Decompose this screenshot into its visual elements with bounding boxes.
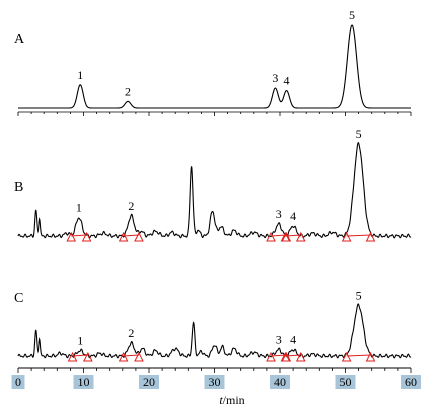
integration-marker-B-2-start bbox=[118, 231, 129, 242]
panel-label-C: C bbox=[14, 291, 23, 306]
peak-label-C-1: 1 bbox=[77, 333, 83, 347]
x-tick-label-10: 10 bbox=[78, 375, 90, 389]
integration-marker-B-2-end bbox=[134, 231, 144, 242]
integration-marker-B-1-end bbox=[81, 231, 92, 242]
x-tick-label-50: 50 bbox=[340, 375, 352, 389]
x-tick-highlight-30 bbox=[204, 375, 225, 389]
peak-label-B-5: 5 bbox=[356, 127, 362, 141]
x-tick-label-60: 60 bbox=[405, 375, 417, 389]
peak-label-C-4: 4 bbox=[290, 333, 296, 347]
integration-marker-C-4-start bbox=[280, 351, 291, 362]
peak-label-A-2: 2 bbox=[125, 84, 131, 98]
integration-baseline-C-5 bbox=[346, 354, 371, 357]
integration-marker-C-2-end bbox=[134, 351, 144, 362]
panel-C: C 1 2 3 4 5 bbox=[14, 288, 412, 362]
peak-label-A-1: 1 bbox=[77, 68, 83, 82]
integration-marker-B-4-end bbox=[295, 231, 306, 242]
x-tick-label-30: 30 bbox=[209, 375, 221, 389]
integration-baseline-C-4 bbox=[285, 354, 301, 357]
integration-marker-B-5-start bbox=[341, 231, 352, 242]
integration-marker-C-4-end bbox=[295, 351, 306, 362]
x-tick-label-0: 0 bbox=[15, 375, 21, 389]
integration-marker-C-1-start bbox=[67, 351, 78, 362]
integration-marker-B-3-start bbox=[266, 231, 276, 242]
peak-label-C-3: 3 bbox=[276, 333, 282, 347]
peak-label-C-5: 5 bbox=[356, 288, 362, 302]
trace-A bbox=[18, 24, 411, 109]
x-axis-title-variable: t bbox=[219, 393, 223, 407]
x-tick-label-40: 40 bbox=[274, 375, 286, 389]
peak-label-C-2: 2 bbox=[128, 326, 134, 340]
integration-baseline-C-2 bbox=[123, 354, 140, 357]
integration-baseline-B-1 bbox=[71, 234, 87, 237]
x-axis: 0 10 20 30 40 50 60 bbox=[11, 367, 421, 389]
x-tick-highlight-20 bbox=[139, 375, 159, 389]
x-tick-highlight-50 bbox=[335, 375, 356, 389]
integration-baseline-B-2 bbox=[123, 234, 140, 237]
integration-marker-B-5-end bbox=[365, 231, 376, 242]
x-axis-title-unit: /min bbox=[223, 393, 245, 407]
integration-marker-B-4-start bbox=[280, 231, 291, 242]
panel-A: A 1 2 3 4 5 bbox=[14, 8, 412, 116]
integration-baseline-B-5 bbox=[346, 234, 371, 237]
peak-label-A-3: 3 bbox=[272, 71, 278, 85]
trace-B bbox=[17, 141, 412, 239]
peak-label-A-4: 4 bbox=[284, 74, 290, 88]
integration-marker-C-1-end bbox=[83, 351, 93, 362]
panel-label-A: A bbox=[14, 32, 25, 47]
integration-baseline-C-1 bbox=[72, 354, 88, 357]
peak-label-B-1: 1 bbox=[76, 201, 82, 215]
x-tick-highlight-10 bbox=[73, 375, 94, 389]
x-axis-title: t/min bbox=[219, 393, 244, 407]
peak-label-B-4: 4 bbox=[290, 209, 296, 223]
integration-marker-C-5-start bbox=[341, 351, 352, 362]
panel-B: B 1 2 3 4 5 bbox=[14, 127, 412, 242]
x-tick-highlight-40 bbox=[270, 375, 290, 389]
x-tick-highlight-60 bbox=[401, 375, 421, 389]
peak-label-B-2: 2 bbox=[128, 199, 134, 213]
x-tick-label-20: 20 bbox=[143, 375, 155, 389]
integration-baseline-B-4 bbox=[285, 234, 301, 237]
integration-marker-B-1-start bbox=[66, 231, 77, 242]
integration-marker-C-5-end bbox=[365, 351, 376, 362]
trace-C bbox=[17, 303, 412, 359]
panel-label-B: B bbox=[14, 180, 23, 195]
peak-label-A-5: 5 bbox=[349, 8, 355, 22]
x-tick-highlight-0 bbox=[11, 375, 25, 389]
integration-marker-C-2-start bbox=[118, 351, 129, 362]
peak-label-B-3: 3 bbox=[276, 207, 282, 221]
integration-marker-C-3-start bbox=[266, 351, 276, 362]
